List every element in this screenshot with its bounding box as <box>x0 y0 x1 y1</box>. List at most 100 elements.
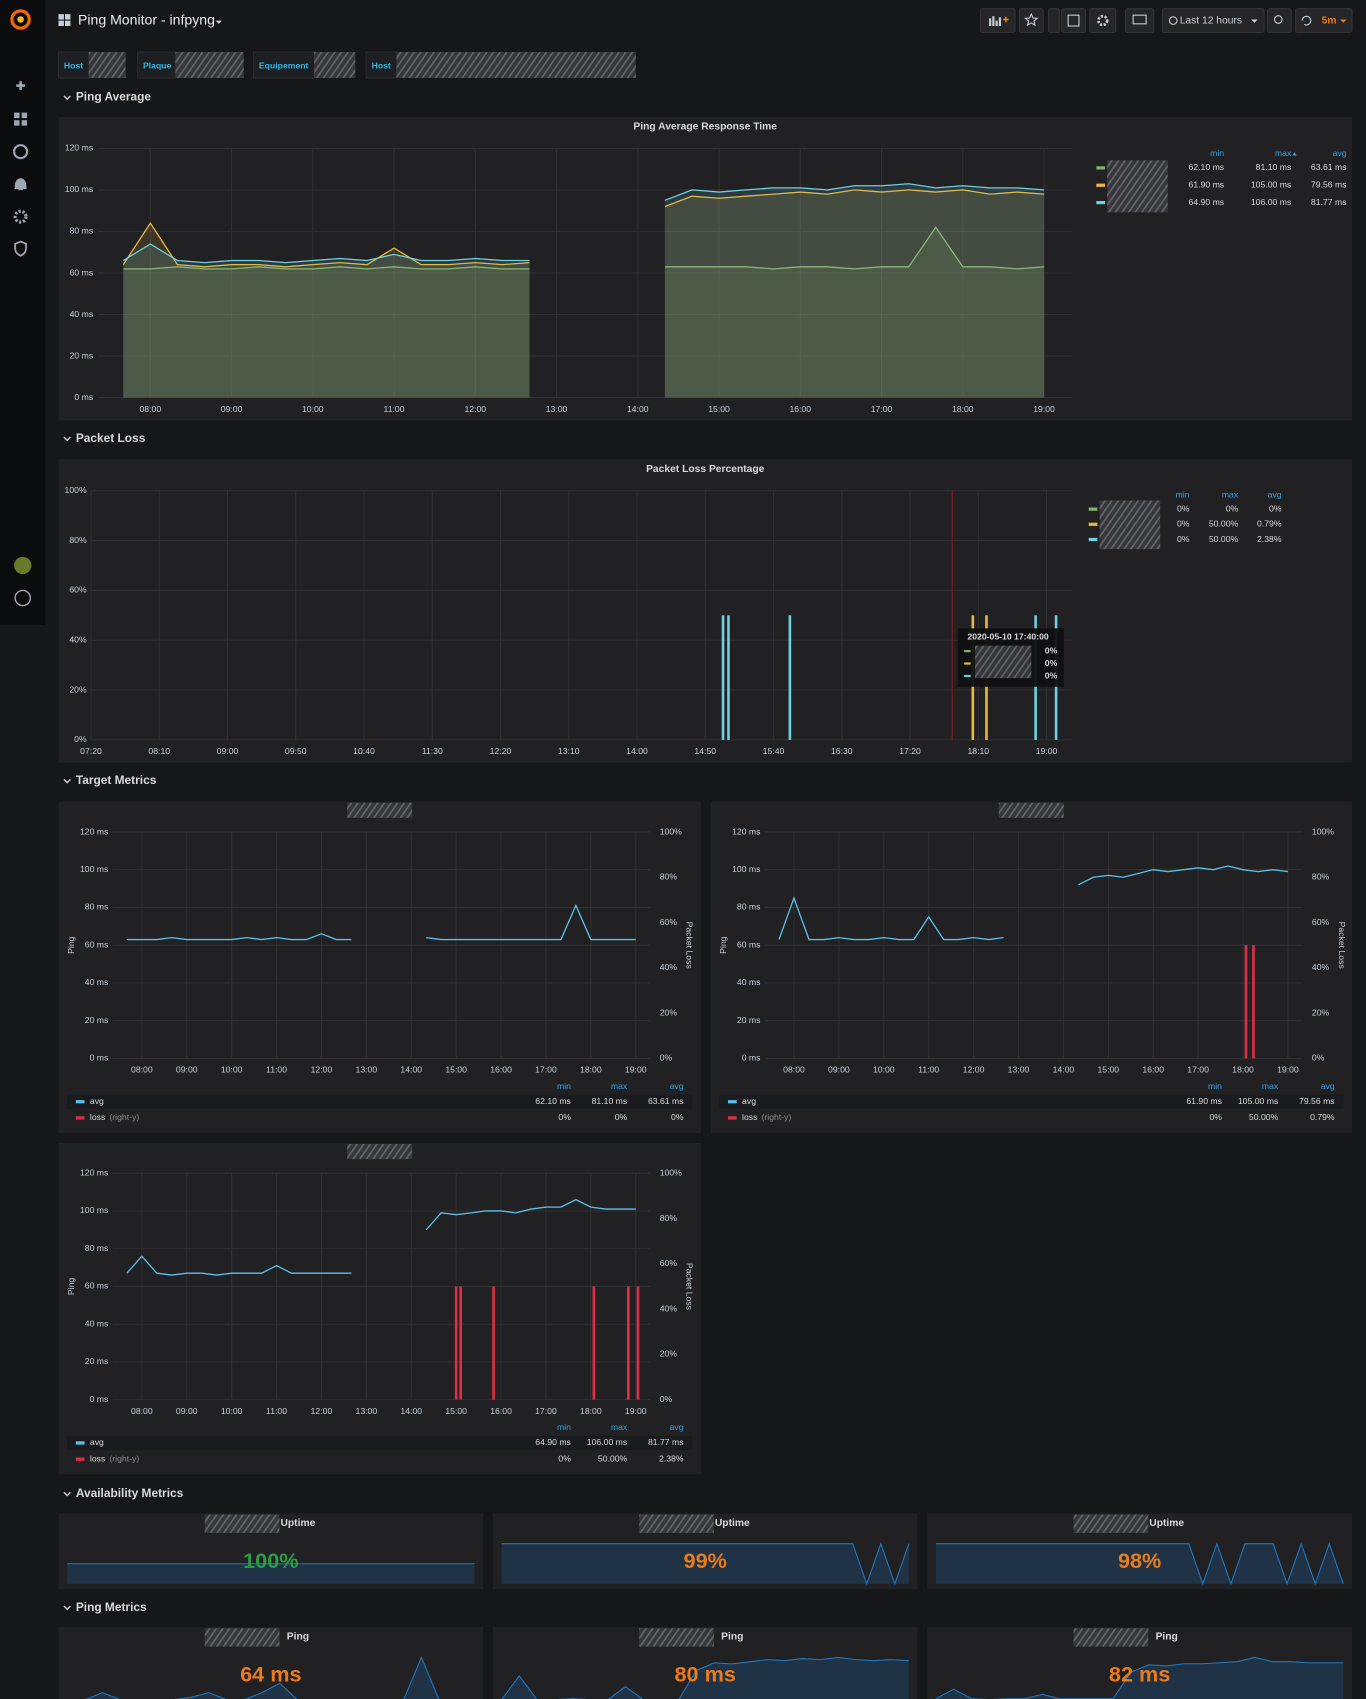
legend-header: min <box>1210 148 1224 158</box>
legend-header: max <box>1222 489 1239 499</box>
stat-value: 98% <box>1118 1548 1161 1573</box>
x-tick-label: 15:00 <box>445 1406 467 1416</box>
x-tick-label: 08:10 <box>148 746 170 756</box>
area <box>123 189 1045 398</box>
x-tick-label: 15:00 <box>1097 1065 1119 1075</box>
x-tick-label: 14:00 <box>400 1065 422 1075</box>
redacted-text[interactable] <box>88 51 126 78</box>
time-picker[interactable] <box>1161 8 1265 34</box>
tooltip-swatch <box>964 649 971 653</box>
row-chevron[interactable] <box>63 436 71 442</box>
section-title[interactable]: Ping Average <box>76 90 152 104</box>
panel-title: Ping <box>1156 1632 1178 1643</box>
logo[interactable] <box>10 9 31 30</box>
x-tick-label: 19:00 <box>625 1065 647 1075</box>
redacted-text[interactable] <box>175 51 244 78</box>
config-icon[interactable] <box>13 209 28 224</box>
tv-button[interactable] <box>1125 8 1155 34</box>
refresh-picker[interactable] <box>1295 8 1353 34</box>
y-tick-label: 60 ms <box>85 939 109 949</box>
x-tick-label: 14:50 <box>694 746 716 756</box>
sparkline-area <box>501 1543 909 1584</box>
x-tick-label: 08:00 <box>783 1065 805 1075</box>
row-chevron[interactable] <box>63 1605 71 1611</box>
sparkline <box>85 1656 440 1699</box>
x-tick-label: 09:00 <box>176 1406 198 1416</box>
create-icon[interactable] <box>16 81 25 90</box>
legend-row-bg <box>719 1094 1344 1109</box>
x-tick-label: 16:30 <box>831 746 853 756</box>
legend-value: 81.10 ms <box>1256 162 1292 172</box>
legend-row-bg <box>67 1435 693 1450</box>
row-chevron[interactable] <box>63 778 71 784</box>
dashboards-icon[interactable] <box>14 112 28 126</box>
legend-name: loss <box>90 1112 106 1122</box>
legend-swatch <box>1088 507 1098 511</box>
y-tick-label: 100 ms <box>732 864 761 874</box>
y-tick-label: 80 ms <box>737 902 761 912</box>
x-tick-label: 18:00 <box>580 1406 602 1416</box>
time-range[interactable]: Last 12 hours <box>1180 15 1242 26</box>
section-title[interactable]: Packet Loss <box>76 431 146 445</box>
y2-axis-label: Packet Loss <box>1337 922 1347 970</box>
y-tick-label: 0 ms <box>90 1394 109 1404</box>
x-tick-label: 16:00 <box>1142 1065 1164 1075</box>
legend-swatch <box>1096 166 1105 170</box>
line <box>123 226 1045 270</box>
help-icon[interactable] <box>14 589 32 607</box>
section-title[interactable]: Target Metrics <box>76 773 157 787</box>
line <box>122 189 1045 268</box>
zoom-out-button[interactable] <box>1266 8 1292 34</box>
y2-tick-label: 20% <box>660 1349 678 1359</box>
y2-tick-label: 80% <box>1312 872 1330 882</box>
x-tick-label: 09:00 <box>217 746 239 756</box>
x-tick-label: 17:00 <box>871 404 893 414</box>
y-tick-label: 0% <box>74 734 87 744</box>
explore-icon[interactable] <box>12 144 29 160</box>
y-tick-label: 0 ms <box>742 1053 761 1063</box>
sparkline <box>501 1542 910 1586</box>
dashboard-title[interactable]: Ping Monitor - infpyng <box>78 11 215 27</box>
y2-tick-label: 20% <box>660 1007 678 1017</box>
avatar[interactable] <box>14 556 32 575</box>
alerting-icon[interactable] <box>14 178 27 191</box>
y-tick-label: 80 ms <box>70 226 94 236</box>
refresh-interval[interactable]: 5m <box>1322 15 1337 26</box>
redacted-text <box>347 1143 413 1160</box>
redacted-text[interactable] <box>396 51 636 78</box>
x-tick-label: 12:00 <box>311 1406 333 1416</box>
x-tick-label: 10:00 <box>221 1406 243 1416</box>
section-title[interactable]: Ping Metrics <box>76 1600 147 1614</box>
redacted-text <box>204 1628 280 1647</box>
x-tick-label: 16:00 <box>490 1406 512 1416</box>
x-tick-label: 10:00 <box>873 1065 895 1075</box>
tooltip-swatch <box>964 674 971 678</box>
section-title[interactable]: Availability Metrics <box>76 1486 184 1500</box>
x-tick-label: 11:00 <box>918 1065 939 1075</box>
panel <box>710 801 1352 1134</box>
save-button[interactable] <box>1061 8 1087 34</box>
row-chevron[interactable] <box>63 95 71 101</box>
settings-button[interactable] <box>1089 8 1117 34</box>
tooltip-value: 0% <box>1045 670 1058 680</box>
y-axis-label: Ping <box>66 1278 76 1296</box>
y2-tick-label: 60% <box>660 1258 678 1268</box>
redacted-text[interactable] <box>314 51 356 78</box>
bar <box>626 1286 630 1400</box>
admin-icon[interactable] <box>14 240 27 257</box>
y-tick-label: 60 ms <box>737 939 761 949</box>
legend-name: loss <box>742 1112 758 1122</box>
x-tick-label: 19:00 <box>625 1406 647 1416</box>
x-tick-label: 15:00 <box>708 404 730 414</box>
legend-axis-note: (right-y) <box>762 1112 792 1122</box>
star-button[interactable] <box>1018 8 1044 34</box>
row-chevron[interactable] <box>63 1491 71 1497</box>
bar <box>788 615 792 740</box>
y-tick-label: 120 ms <box>80 826 109 836</box>
legend-header: min <box>1176 489 1190 499</box>
share-button[interactable] <box>1048 8 1061 34</box>
x-tick-label: 08:00 <box>131 1406 153 1416</box>
x-tick-label: 09:00 <box>221 404 243 414</box>
legend-value: 81.10 ms <box>592 1096 628 1106</box>
add-panel-button[interactable] <box>979 8 1016 34</box>
